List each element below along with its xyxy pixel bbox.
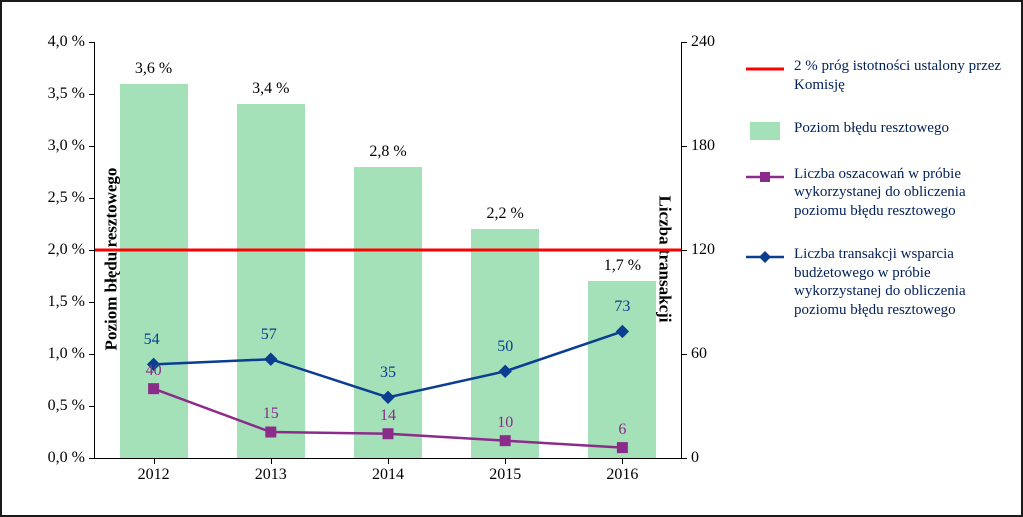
bar-value-label: 3,4 % [252,80,289,104]
bar-value-label: 3,6 % [135,60,172,84]
right-axis-tick [681,354,687,355]
left-axis-tick-label: 1,0 % [48,345,85,363]
blue-series-marker [382,391,394,403]
right-axis-tick-label: 0 [691,449,699,467]
plot-column: Poziom błędu resztowego Liczba transakcj… [2,2,742,515]
x-axis-tick-label: 2015 [489,466,521,484]
legend-swatch-blue-line [746,247,784,267]
legend-item-purple: Liczba oszacowań w próbie wykorzystanej … [746,165,1003,221]
legend-label: Poziom błędu resztowego [794,119,1003,138]
blue-series-value-label: 54 [144,331,160,349]
right-axis-tick-label: 240 [691,33,715,51]
legend-item-bars: Poziom błędu resztowego [746,119,1003,141]
left-axis-tick [89,198,95,199]
purple-series-marker [500,436,510,446]
left-axis-tick [89,146,95,147]
purple-series-value-label: 14 [380,407,396,425]
x-axis-tick [505,458,506,464]
right-axis-tick [681,146,687,147]
left-axis-tick-label: 0,5 % [48,397,85,415]
left-axis-tick [89,302,95,303]
x-axis-tick-label: 2014 [372,466,404,484]
blue-series-value-label: 57 [261,326,277,344]
purple-series-marker [383,429,393,439]
blue-series-value-label: 73 [614,298,630,316]
chart-wrap: Poziom błędu resztowego Liczba transakcj… [2,2,1021,515]
legend-swatch-purple-line [746,167,784,187]
chart-frame: Poziom błędu resztowego Liczba transakcj… [0,0,1023,517]
legend-label: Liczba oszacowań w próbie wykorzystanej … [794,165,1003,221]
left-axis-tick [89,406,95,407]
right-axis-tick-label: 180 [691,137,715,155]
right-axis-tick [681,458,687,459]
right-axis-tick [681,42,687,43]
purple-series-value-label: 15 [263,405,279,423]
legend: 2 % próg istotności ustalony przez Komis… [742,2,1021,515]
left-axis-tick [89,354,95,355]
left-axis-tick-label: 3,5 % [48,85,85,103]
bar-value-label: 1,7 % [604,257,641,281]
blue-series-marker [265,353,277,365]
purple-series-value-label: 40 [146,362,162,380]
blue-series-value-label: 50 [497,338,513,356]
x-axis-tick-label: 2013 [255,466,287,484]
left-axis-tick-label: 3,0 % [48,137,85,155]
left-axis-tick [89,458,95,459]
purple-series-marker [149,384,159,394]
left-axis-tick-label: 0,0 % [48,449,85,467]
right-axis-tick-label: 120 [691,241,715,259]
right-axis-tick-label: 60 [691,345,707,363]
plot-area: 0,0 %0,5 %1,0 %1,5 %2,0 %2,5 %3,0 %3,5 %… [94,42,682,459]
x-axis-tick-label: 2016 [606,466,638,484]
plot-inner: 0,0 %0,5 %1,0 %1,5 %2,0 %2,5 %3,0 %3,5 %… [95,42,681,458]
blue-series-value-label: 35 [380,364,396,382]
bar-value-label: 2,8 % [369,143,406,167]
left-axis-tick [89,94,95,95]
blue-series-marker [499,365,511,377]
purple-series-value-label: 10 [497,414,513,432]
right-axis-tick [681,250,687,251]
bar-value-label: 2,2 % [487,205,524,229]
left-axis-tick-label: 2,5 % [48,189,85,207]
threshold-line [95,249,681,252]
purple-series-marker [617,443,627,453]
legend-swatch-bars [746,121,784,141]
blue-series-marker [616,325,628,337]
x-axis-tick [154,458,155,464]
left-axis-tick-label: 4,0 % [48,33,85,51]
left-axis-tick-label: 2,0 % [48,241,85,259]
x-axis-tick [388,458,389,464]
legend-label: 2 % próg istotności ustalony przez Komis… [794,57,1003,95]
left-axis-tick [89,42,95,43]
legend-item-blue: Liczba transakcji wsparcia budżetowego w… [746,245,1003,320]
legend-item-threshold: 2 % próg istotności ustalony przez Komis… [746,57,1003,95]
purple-series-marker [266,427,276,437]
purple-series-value-label: 6 [618,421,626,439]
legend-label: Liczba transakcji wsparcia budżetowego w… [794,245,1003,320]
legend-swatch-threshold-line [746,59,784,79]
x-axis-tick [271,458,272,464]
x-axis-tick-label: 2012 [138,466,170,484]
x-axis-tick [622,458,623,464]
left-axis-tick-label: 1,5 % [48,293,85,311]
